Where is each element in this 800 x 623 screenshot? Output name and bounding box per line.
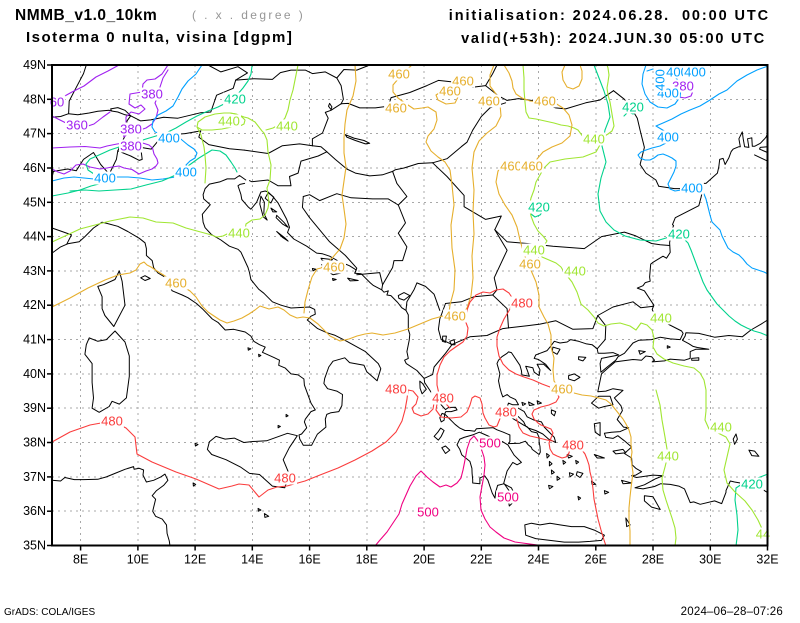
- svg-text:400: 400: [94, 171, 116, 186]
- svg-text:26E: 26E: [585, 553, 607, 567]
- svg-text:480: 480: [511, 296, 533, 311]
- svg-text:22E: 22E: [470, 553, 492, 567]
- svg-text:460: 460: [478, 94, 500, 109]
- svg-text:420: 420: [668, 227, 690, 242]
- svg-text:45N: 45N: [23, 195, 46, 209]
- svg-text:500: 500: [417, 505, 439, 520]
- svg-text:30E: 30E: [699, 553, 721, 567]
- svg-text:47N: 47N: [23, 127, 46, 141]
- svg-text:480: 480: [495, 405, 517, 420]
- svg-text:400: 400: [684, 65, 706, 80]
- svg-text:18E: 18E: [356, 553, 378, 567]
- svg-text:460: 460: [323, 260, 345, 275]
- svg-text:460: 460: [439, 84, 461, 99]
- svg-text:43N: 43N: [23, 264, 46, 278]
- svg-text:400: 400: [666, 65, 688, 80]
- svg-text:460: 460: [519, 257, 541, 272]
- svg-text:480: 480: [101, 414, 123, 429]
- svg-text:420: 420: [528, 200, 550, 215]
- svg-text:38N: 38N: [23, 436, 46, 450]
- svg-text:44N: 44N: [23, 230, 46, 244]
- svg-text:24E: 24E: [527, 553, 549, 567]
- svg-text:42N: 42N: [23, 298, 46, 312]
- svg-text:39N: 39N: [23, 401, 46, 415]
- svg-text:8E: 8E: [73, 553, 88, 567]
- svg-text:420: 420: [741, 477, 763, 492]
- svg-text:420: 420: [622, 100, 644, 115]
- svg-text:420: 420: [224, 92, 246, 107]
- svg-text:20E: 20E: [413, 553, 435, 567]
- svg-text:10E: 10E: [127, 553, 149, 567]
- svg-text:35N: 35N: [23, 539, 46, 553]
- svg-text:480: 480: [562, 438, 584, 453]
- svg-text:460: 460: [444, 309, 466, 324]
- svg-text:440: 440: [583, 132, 605, 147]
- svg-text:400: 400: [681, 181, 703, 196]
- svg-text:GrADS: COLA/IGES: GrADS: COLA/IGES: [4, 607, 95, 618]
- svg-text:36N: 36N: [23, 504, 46, 518]
- svg-text:460: 460: [500, 159, 522, 174]
- svg-text:2024–06–28–07:26: 2024–06–28–07:26: [681, 606, 783, 618]
- svg-text:60: 60: [50, 95, 64, 110]
- svg-text:14E: 14E: [241, 553, 263, 567]
- svg-text:480: 480: [274, 471, 296, 486]
- svg-text:Isoterma 0 nulta, visina [dgpm: Isoterma 0 nulta, visina [dgpm]: [26, 29, 293, 46]
- svg-text:( . x . degree ): ( . x . degree ): [192, 8, 305, 22]
- svg-text:400: 400: [175, 165, 197, 180]
- svg-text:400: 400: [158, 131, 180, 146]
- svg-text:28E: 28E: [642, 553, 664, 567]
- svg-text:460: 460: [388, 67, 410, 82]
- svg-text:400: 400: [653, 69, 668, 91]
- svg-text:440: 440: [523, 243, 545, 258]
- svg-text:valid(+53h): 2024.JUN.30 05:00: valid(+53h): 2024.JUN.30 05:00 UTC: [461, 31, 766, 47]
- svg-text:460: 460: [521, 159, 543, 174]
- svg-text:480: 480: [385, 382, 407, 397]
- svg-text:48N: 48N: [23, 92, 46, 106]
- svg-text:400: 400: [657, 130, 679, 145]
- svg-text:41N: 41N: [23, 333, 46, 347]
- svg-text:440: 440: [657, 449, 679, 464]
- svg-text:500: 500: [497, 490, 519, 505]
- svg-text:440: 440: [650, 311, 672, 326]
- svg-text:460: 460: [551, 382, 573, 397]
- svg-text:12E: 12E: [184, 553, 206, 567]
- svg-text:360: 360: [66, 118, 88, 133]
- svg-text:380: 380: [120, 122, 142, 137]
- svg-text:460: 460: [534, 94, 556, 109]
- svg-text:32E: 32E: [756, 553, 778, 567]
- svg-text:440: 440: [276, 119, 298, 134]
- svg-text:46N: 46N: [23, 161, 46, 175]
- svg-text:460: 460: [165, 276, 187, 291]
- svg-text:480: 480: [432, 391, 454, 406]
- svg-text:37N: 37N: [23, 470, 46, 484]
- svg-text:380: 380: [141, 87, 163, 102]
- svg-text:380: 380: [120, 139, 142, 154]
- svg-text:NMMB_v1.0_10km: NMMB_v1.0_10km: [15, 7, 157, 24]
- svg-text:40N: 40N: [23, 367, 46, 381]
- svg-text:initialisation: 2024.06.28. 0: initialisation: 2024.06.28. 00:00 UTC: [449, 8, 770, 24]
- svg-text:440: 440: [710, 420, 732, 435]
- svg-text:440: 440: [564, 264, 586, 279]
- svg-text:440: 440: [228, 226, 250, 241]
- svg-text:440: 440: [218, 114, 240, 129]
- svg-text:16E: 16E: [298, 553, 320, 567]
- svg-text:460: 460: [385, 101, 407, 116]
- svg-text:49N: 49N: [23, 58, 46, 72]
- svg-text:500: 500: [479, 436, 501, 451]
